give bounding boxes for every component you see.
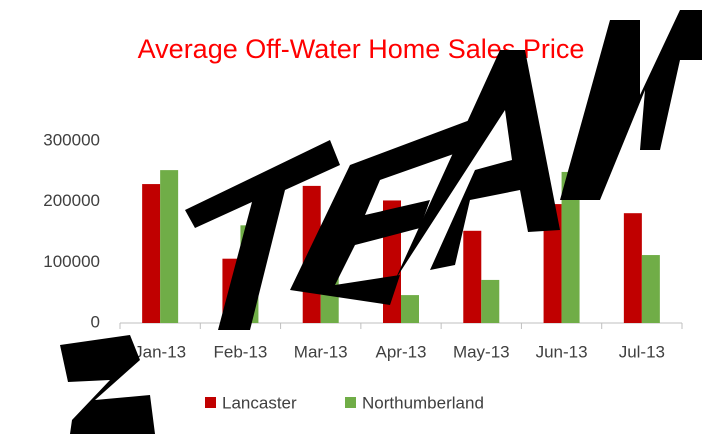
- x-tick-label: Apr-13: [375, 342, 426, 361]
- bar: [320, 272, 339, 323]
- bar: [623, 213, 642, 323]
- bar: [222, 258, 241, 323]
- y-tick-label: 0: [91, 312, 100, 331]
- x-tick-label: Mar-13: [294, 342, 348, 361]
- bar: [383, 200, 401, 323]
- bar: [561, 171, 580, 323]
- x-tick-label: Jun-13: [536, 342, 588, 361]
- x-tick-label: May-13: [453, 342, 510, 361]
- legend-swatch: [345, 397, 356, 408]
- y-tick-label: 100000: [43, 252, 100, 271]
- bar: [401, 295, 419, 323]
- bar: [463, 230, 482, 323]
- y-tick-label: 200000: [43, 191, 100, 210]
- bar: [641, 255, 660, 323]
- bar: [142, 184, 161, 323]
- bar: [543, 204, 562, 323]
- legend-label: Northumberland: [362, 393, 484, 412]
- x-tick-label: Feb-13: [213, 342, 267, 361]
- bar: [481, 279, 500, 323]
- chart-title: Average Off-Water Home Sales Price: [137, 34, 585, 64]
- x-tick-label: Jan-13: [134, 342, 186, 361]
- y-tick-label: 300000: [43, 130, 100, 149]
- legend-swatch: [205, 397, 216, 408]
- legend-label: Lancaster: [222, 393, 297, 412]
- x-tick-label: Jul-13: [619, 342, 665, 361]
- bar: [160, 170, 179, 323]
- bar: [240, 225, 259, 323]
- bar: [302, 185, 321, 323]
